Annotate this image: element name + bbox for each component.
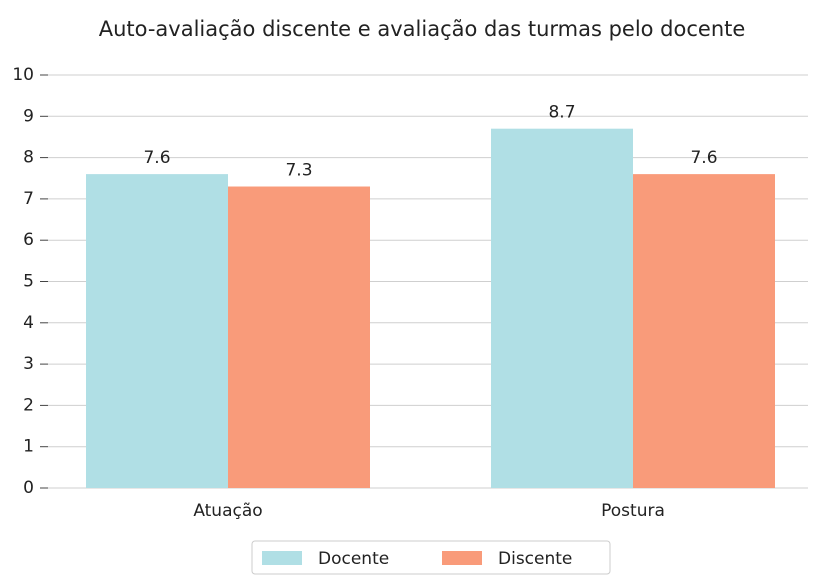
bar xyxy=(86,174,228,488)
legend-swatch xyxy=(442,551,482,565)
value-label: 7.6 xyxy=(143,148,170,168)
legend-label: Discente xyxy=(498,549,572,569)
y-tick-label: 8 xyxy=(23,148,34,168)
y-tick-label: 10 xyxy=(12,65,34,85)
legend: Docente Discente xyxy=(251,540,611,575)
y-tick-label: 9 xyxy=(23,106,34,126)
y-tick-label: 5 xyxy=(23,272,34,292)
legend-swatch xyxy=(262,551,302,565)
y-tick-label: 1 xyxy=(23,437,34,457)
x-tick-label: Postura xyxy=(601,501,665,521)
bar xyxy=(491,128,633,488)
x-tick-label: Atuação xyxy=(193,501,262,521)
value-label: 8.7 xyxy=(548,103,575,123)
legend-box xyxy=(251,540,611,575)
bar xyxy=(228,186,370,488)
bar xyxy=(633,174,775,488)
value-label: 7.6 xyxy=(690,148,717,168)
y-tick-label: 3 xyxy=(23,354,34,374)
legend-label: Docente xyxy=(318,549,389,569)
y-tick-label: 0 xyxy=(23,478,34,498)
y-tick-label: 2 xyxy=(23,395,34,415)
y-tick-label: 6 xyxy=(23,230,34,250)
chart-title: Auto-avaliação discente e avaliação das … xyxy=(99,17,746,41)
value-label: 7.3 xyxy=(285,161,312,181)
y-tick-label: 4 xyxy=(23,313,34,333)
y-tick-label: 7 xyxy=(23,189,34,209)
